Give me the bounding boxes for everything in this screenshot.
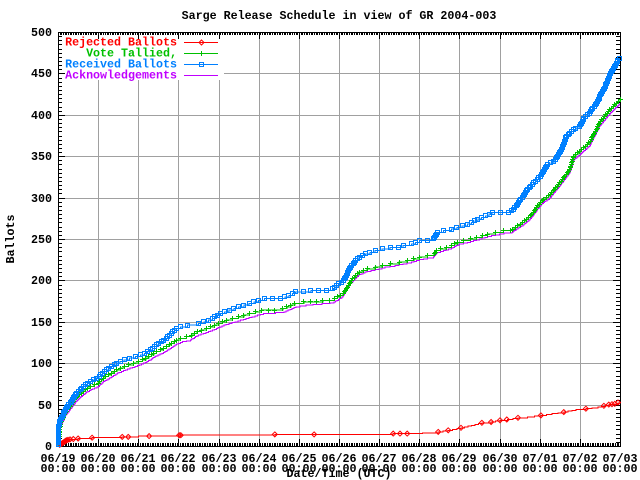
svg-text:06/22: 06/22: [161, 452, 196, 466]
svg-text:500: 500: [31, 26, 52, 40]
svg-text:00:00: 00:00: [563, 462, 598, 476]
svg-text:06/19: 06/19: [41, 452, 76, 466]
svg-text:Acknowledgements: Acknowledgements: [65, 69, 177, 83]
svg-text:00:00: 00:00: [523, 462, 558, 476]
svg-text:00:00: 00:00: [603, 462, 638, 476]
svg-text:Date/Time (UTC): Date/Time (UTC): [287, 467, 392, 480]
svg-text:07/02: 07/02: [563, 452, 598, 466]
svg-text:300: 300: [31, 192, 52, 206]
svg-text:06/29: 06/29: [442, 452, 477, 466]
svg-text:00:00: 00:00: [322, 462, 357, 476]
svg-text:450: 450: [31, 67, 52, 81]
svg-text:50: 50: [38, 399, 52, 413]
svg-text:Received Ballots: Received Ballots: [65, 58, 177, 72]
svg-text:00:00: 00:00: [121, 462, 156, 476]
svg-text:06/27: 06/27: [362, 452, 397, 466]
svg-text:00:00: 00:00: [362, 462, 397, 476]
svg-text:00:00: 00:00: [202, 462, 237, 476]
svg-text:06/21: 06/21: [121, 452, 156, 466]
svg-text:350: 350: [31, 150, 52, 164]
svg-text:250: 250: [31, 233, 52, 247]
svg-text:06/24: 06/24: [242, 452, 277, 466]
svg-text:Ballots: Ballots: [4, 215, 18, 264]
svg-text:06/30: 06/30: [483, 452, 518, 466]
svg-text:06/25: 06/25: [282, 452, 317, 466]
svg-text:00:00: 00:00: [41, 462, 76, 476]
svg-text:100: 100: [31, 357, 52, 371]
svg-text:Vote Tallied,: Vote Tallied,: [86, 47, 177, 61]
svg-text:Rejected Ballots: Rejected Ballots: [65, 36, 177, 50]
svg-text:00:00: 00:00: [161, 462, 196, 476]
svg-text:06/26: 06/26: [322, 452, 357, 466]
svg-text:06/28: 06/28: [402, 452, 437, 466]
svg-text:07/03: 07/03: [603, 452, 638, 466]
svg-text:200: 200: [31, 274, 52, 288]
svg-text:00:00: 00:00: [442, 462, 477, 476]
svg-text:06/23: 06/23: [202, 452, 237, 466]
svg-text:00:00: 00:00: [402, 462, 437, 476]
svg-text:06/20: 06/20: [81, 452, 116, 466]
svg-text:0: 0: [45, 440, 52, 454]
svg-text:00:00: 00:00: [242, 462, 277, 476]
svg-text:07/01: 07/01: [523, 452, 558, 466]
svg-text:150: 150: [31, 316, 52, 330]
svg-text:00:00: 00:00: [81, 462, 116, 476]
svg-text:00:00: 00:00: [483, 462, 518, 476]
svg-text:400: 400: [31, 109, 52, 123]
svg-text:00:00: 00:00: [282, 462, 317, 476]
svg-text:Sarge Release Schedule in view: Sarge Release Schedule in view of GR 200…: [182, 9, 497, 23]
